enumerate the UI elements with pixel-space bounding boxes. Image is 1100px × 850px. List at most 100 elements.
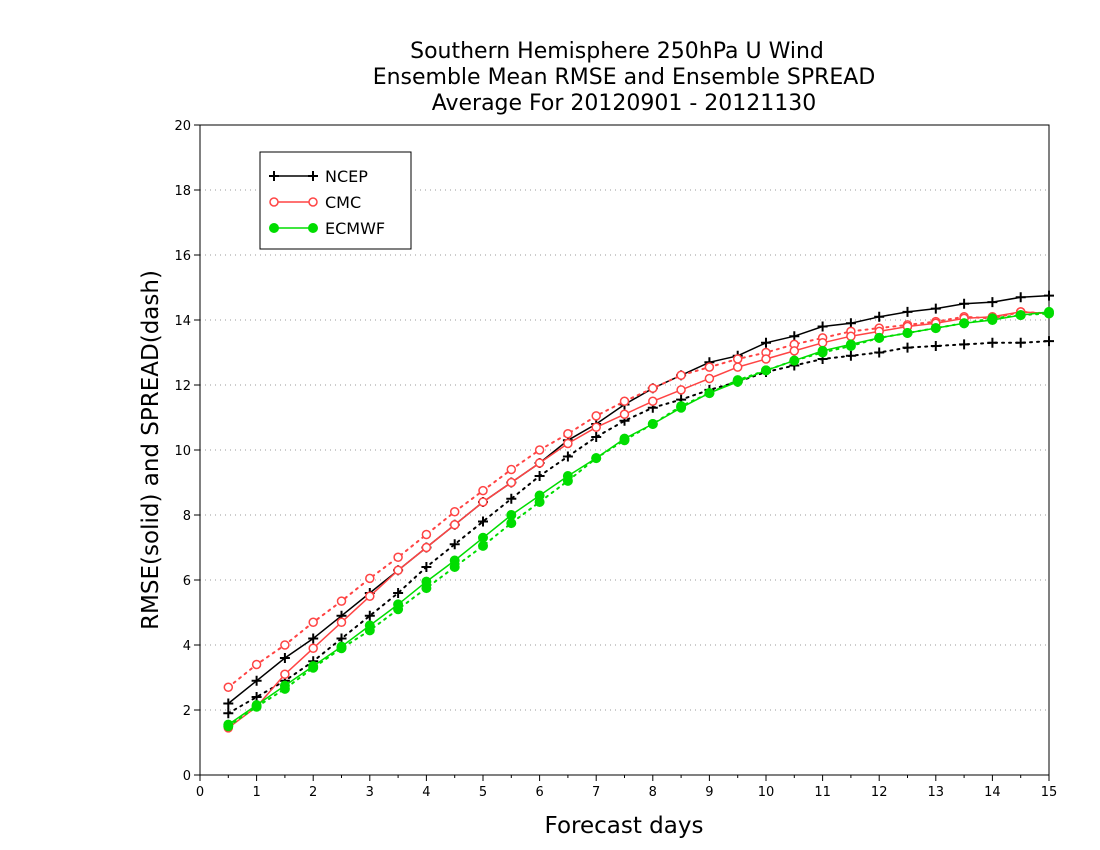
series-ncep-rmse-point	[874, 311, 885, 322]
y-tick-label: 18	[174, 184, 191, 199]
x-tick-label: 4	[422, 785, 430, 800]
series-ncep-spread-point	[1044, 336, 1054, 347]
y-tick-label: 14	[174, 314, 191, 329]
y-tick-label: 2	[183, 704, 191, 719]
series-cmc-rmse-point	[817, 338, 828, 348]
legend: NCEP CMC ECMWF	[259, 151, 412, 250]
series-cmc-rmse-point	[308, 643, 318, 653]
series-cmc-spread-point	[223, 682, 234, 692]
series-ecmwf-rmse-point	[789, 355, 800, 366]
series-cmc-rmse-point	[648, 396, 658, 406]
series-cmc-spread-point	[704, 362, 715, 372]
series-cmc-spread-point	[534, 445, 545, 455]
series-ncep-rmse-point	[902, 306, 913, 317]
series-ncep-spread-point	[845, 350, 856, 361]
legend-marker-cmc	[269, 197, 279, 207]
series-ecmwf-rmse-point	[902, 328, 913, 338]
series-ncep-rmse-point	[1044, 290, 1054, 301]
series-ecmwf-rmse-point	[647, 419, 658, 429]
series-cmc-spread-line	[227, 310, 1050, 689]
series-ecmwf-rmse-line	[227, 311, 1050, 726]
series-ncep-rmse-point	[223, 698, 234, 709]
series-cmc-rmse-line	[227, 311, 1050, 729]
series-ecmwf-rmse-point	[421, 576, 432, 587]
series-ecmwf-rmse-point	[251, 700, 262, 711]
series-ncep-spread-point	[959, 339, 970, 350]
series-ncep-rmse-point	[789, 331, 800, 342]
series-cmc-rmse-point	[421, 542, 432, 553]
legend-item-ncep: NCEP	[269, 167, 368, 186]
series-ncep-rmse-point	[279, 653, 290, 663]
series-ecmwf-rmse-point	[874, 332, 885, 343]
legend-marker-ncep	[308, 171, 318, 181]
series-cmc-rmse-point	[280, 669, 290, 679]
legend-marker-cmc	[308, 197, 318, 207]
series-ncep-spread-point	[930, 341, 941, 351]
series-cmc-rmse-point	[393, 565, 403, 575]
series-cmc-rmse-point	[761, 354, 771, 364]
series-ncep-spread-point	[534, 471, 545, 481]
axis-ticks	[194, 124, 1050, 781]
chart-title-line-1: Southern Hemisphere 250hPa U Wind	[410, 39, 824, 64]
series-ncep-rmse-point	[1015, 292, 1026, 303]
series-cmc-rmse-point	[789, 346, 800, 356]
series-cmc-rmse-point	[704, 373, 715, 384]
legend-label-cmc: CMC	[325, 193, 361, 212]
series-ecmwf-rmse-point	[506, 510, 517, 520]
series-ncep-rmse-point	[959, 298, 970, 309]
series-ncep-spread-point	[591, 432, 602, 442]
series-cmc-spread-point	[676, 370, 686, 380]
x-tick-label: 0	[196, 785, 204, 800]
x-tick-label: 1	[252, 785, 260, 800]
series-ecmwf-rmse-point	[223, 719, 234, 730]
x-axis-tick-labels: 0 1 2 3 4 5 6 7 8 9 10 11 12 13 14 15	[196, 785, 1057, 800]
legend-item-ecmwf: ECMWF	[269, 219, 385, 238]
series-cmc-rmse-point	[365, 591, 375, 601]
series-cmc-rmse-point	[732, 362, 743, 372]
series-cmc-spread-point	[449, 507, 460, 517]
series-cmc-rmse-point	[336, 617, 347, 627]
series-cmc-spread-point	[336, 596, 347, 606]
series-ncep-rmse-point	[251, 675, 262, 686]
series-ncep-spread-point	[1015, 337, 1026, 348]
y-tick-label: 20	[174, 119, 191, 134]
series-ecmwf-rmse-point	[761, 365, 771, 376]
series-ncep-spread-point	[393, 588, 404, 598]
series-ncep-spread-point	[902, 342, 913, 353]
series-cmc-spread-point	[648, 383, 658, 393]
series-ncep-spread-point	[562, 451, 573, 462]
series-cmc-rmse-point	[506, 477, 517, 488]
series-ncep-spread-point	[223, 708, 234, 719]
series-ncep-rmse-point	[817, 321, 828, 332]
y-axis-tick-labels: 0 2 4 6 8 10 12 14 16 18 20	[174, 119, 191, 784]
chart-title: Southern Hemisphere 250hPa U Wind Ensemb…	[373, 39, 876, 116]
series-ecmwf-rmse-point	[676, 402, 687, 413]
series-cmc-rmse-point	[534, 458, 545, 468]
series-cmc-spread-point	[732, 354, 743, 364]
y-tick-label: 10	[174, 444, 191, 459]
series-ncep-spread-point	[478, 516, 488, 527]
series-ncep-rmse-point	[308, 633, 319, 644]
series-ecmwf-rmse-point	[279, 680, 290, 691]
series-ncep-spread-point	[987, 337, 998, 348]
series-ecmwf-rmse-point	[930, 323, 941, 334]
x-tick-label: 11	[814, 785, 831, 800]
series-cmc-rmse-point	[478, 497, 488, 507]
series-ecmwf-rmse-point	[987, 315, 998, 325]
x-tick-label: 15	[1041, 785, 1058, 800]
series-ecmwf-rmse-point	[817, 345, 828, 356]
x-tick-label: 14	[984, 785, 1001, 800]
series-ncep-spread-point	[874, 347, 885, 358]
series-cmc-spread-point	[506, 464, 517, 475]
series-cmc-spread-point	[365, 573, 375, 584]
series-cmc-rmse-point	[591, 422, 601, 432]
series-ecmwf-rmse-point	[336, 641, 347, 652]
series-cmc	[223, 307, 1054, 733]
series-ncep-spread-point	[421, 562, 432, 572]
series-ecmwf-rmse-point	[1015, 310, 1026, 321]
gridlines	[200, 189, 1049, 711]
series-cmc-spread-point	[421, 529, 432, 540]
series-ncep-spread-point	[506, 493, 517, 504]
series-ecmwf-rmse-point	[845, 339, 856, 350]
series-ecmwf-rmse-point	[959, 318, 970, 329]
